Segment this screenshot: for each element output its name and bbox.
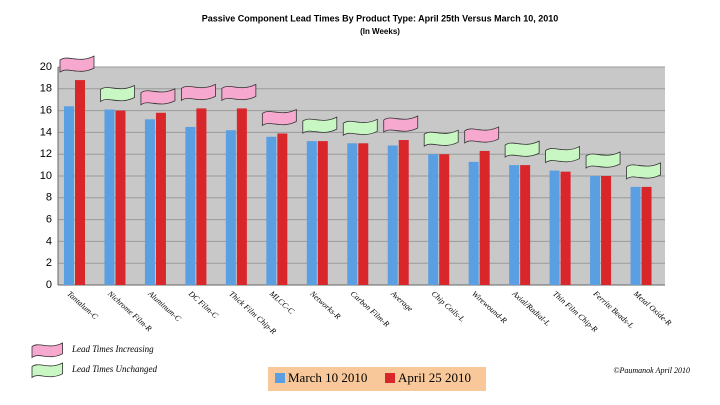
status-flag — [585, 151, 621, 169]
y-tick-label: 2 — [46, 257, 52, 269]
bar — [601, 176, 612, 285]
x-tick-label: Average — [388, 288, 415, 313]
status-flag — [626, 162, 661, 180]
bar — [64, 106, 74, 286]
bar — [468, 161, 479, 285]
bar — [630, 186, 641, 285]
status-flag — [504, 140, 540, 158]
x-tick-label: Tantalum-C — [65, 289, 100, 322]
bar — [196, 108, 207, 285]
x-tick-label: MLCC-C — [267, 288, 296, 316]
legend-box — [268, 367, 486, 391]
status-flag — [545, 145, 580, 164]
bar — [509, 165, 520, 285]
bar — [358, 143, 369, 285]
bar — [306, 141, 317, 285]
bar — [398, 140, 409, 285]
y-tick-label: 10 — [40, 170, 52, 182]
legend-label: April 25 2010 — [398, 370, 471, 385]
x-tick-label: Aluminum-C — [146, 288, 184, 323]
y-tick-label: 12 — [40, 148, 52, 160]
legend-swatch — [385, 373, 395, 383]
flag-legend-icon — [31, 362, 63, 379]
bar — [347, 143, 358, 285]
bar — [277, 133, 288, 285]
bar — [266, 136, 277, 285]
status-flag — [221, 83, 257, 102]
status-flag — [342, 118, 378, 137]
y-tick-label: 0 — [46, 279, 52, 291]
legend-swatch — [275, 373, 285, 383]
status-flag — [261, 108, 297, 127]
bar — [387, 145, 398, 285]
legend-label: March 10 2010 — [288, 370, 367, 385]
y-tick-label: 18 — [40, 83, 52, 95]
y-tick-label: 4 — [46, 235, 52, 247]
status-flag — [383, 115, 419, 133]
status-flag — [181, 83, 216, 102]
x-tick-label: Networks-R — [307, 288, 342, 321]
status-flag — [59, 55, 95, 73]
x-tick-label: Carbon Film-R — [349, 289, 392, 329]
credit: ©Paumanok April 2010 — [613, 366, 690, 375]
x-tick-label: Chip Coils-L — [430, 289, 467, 324]
bar — [75, 80, 85, 285]
status-flag — [100, 84, 135, 103]
x-tick-label: DC Film-C — [186, 288, 220, 320]
bar — [155, 112, 166, 285]
bar — [439, 154, 450, 285]
x-tick-label: Metal Oxide-R — [631, 288, 673, 327]
chart-title: Passive Component Lead Times By Product … — [202, 13, 558, 23]
x-tick-label: Axial/Radial-L — [510, 288, 553, 328]
status-flag — [423, 129, 459, 147]
bar — [225, 130, 236, 285]
bar — [115, 110, 126, 285]
bar — [549, 170, 560, 285]
x-tick-label: Wirewound-R — [470, 289, 509, 325]
flag-legend-label: Lead Times Increasing — [71, 344, 154, 354]
x-tick-label: Ferrite Beads-L — [591, 288, 636, 330]
y-tick-label: 20 — [40, 61, 52, 73]
y-tick-label: 6 — [46, 214, 52, 226]
bar — [428, 154, 439, 285]
chart-subtitle: (In Weeks) — [360, 27, 400, 36]
bar — [317, 141, 328, 285]
bar — [479, 150, 490, 285]
y-tick-label: 16 — [40, 105, 52, 117]
status-flag — [464, 126, 500, 144]
bar — [185, 126, 196, 285]
bar — [560, 171, 571, 285]
bar — [236, 108, 247, 285]
status-flag — [302, 116, 338, 134]
flag-legend-label: Lead Times Unchanged — [71, 364, 157, 374]
bar — [641, 186, 652, 285]
bar — [520, 165, 531, 285]
status-flag — [140, 88, 176, 106]
y-tick-label: 8 — [46, 192, 52, 204]
bar — [144, 119, 155, 285]
y-tick-label: 14 — [40, 126, 52, 138]
bar — [104, 109, 115, 285]
bar — [590, 176, 601, 285]
flag-legend-icon — [31, 342, 63, 359]
